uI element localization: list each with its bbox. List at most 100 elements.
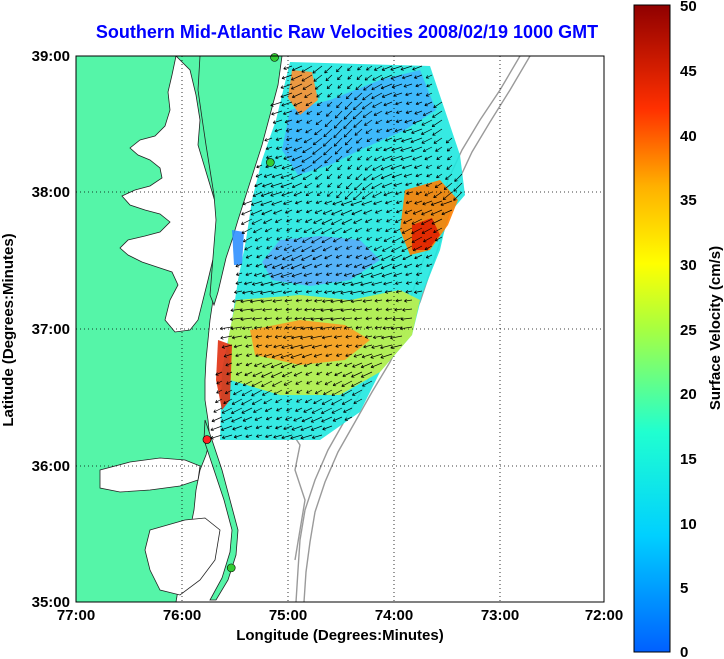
velocity-arrow [291,92,303,99]
velocity-arrow [293,281,303,286]
velocity-arrow [340,290,353,295]
velocity-arrow [234,380,243,386]
velocity-arrow [422,146,433,153]
velocity-arrow [327,101,333,107]
velocity-arrow [316,110,323,116]
velocity-arrow [275,316,283,321]
velocity-arrow [416,272,423,276]
velocity-arrow [225,362,233,367]
velocity-arrow [373,245,383,251]
velocity-arrow [364,119,373,126]
velocity-arrow [373,65,383,71]
velocity-arrow [290,173,303,180]
velocity-arrow [254,236,263,242]
velocity-arrow [303,227,313,233]
velocity-arrow [311,236,323,244]
velocity-arrow [295,407,303,412]
velocity-arrow [224,389,233,395]
velocity-arrow [305,101,313,106]
velocity-arrow [312,308,323,312]
velocity-arrow [325,371,333,376]
velocity-arrow [270,101,283,107]
velocity-arrow [300,326,313,331]
velocity-arrow [272,119,283,124]
velocity-arrow [402,128,413,133]
velocity-arrow [344,362,353,367]
velocity-arrow [305,298,313,303]
velocity-arrow [325,110,333,117]
velocity-arrow [340,209,353,216]
velocity-arrow [381,272,393,278]
velocity-arrow [280,173,293,179]
velocity-arrow [325,281,333,285]
velocity-arrow [231,398,243,405]
velocity-arrow [351,389,363,396]
velocity-arrow [343,110,353,120]
velocity-arrow [285,128,293,133]
velocity-arrow [220,335,233,340]
velocity-arrow [332,380,343,387]
velocity-arrow [251,218,263,225]
velocity-arrow [216,380,223,385]
velocity-arrow [436,164,443,169]
velocity-arrow [341,281,353,286]
velocity-arrow [312,254,323,261]
velocity-arrow [296,398,303,403]
velocity-arrow [383,146,393,152]
velocity-arrow [253,272,263,277]
velocity-arrow [327,182,333,188]
velocity-arrow [244,425,253,430]
velocity-arrow [352,362,363,368]
velocity-arrow [315,119,323,126]
colorbar-tick-label: 30 [680,257,697,274]
velocity-arrow [364,307,373,312]
velocity-arrow [342,371,353,378]
velocity-arrow [390,344,403,350]
velocity-arrow [316,191,323,197]
velocity-arrow [245,254,253,259]
velocity-arrow [371,92,383,100]
velocity-arrow [335,362,343,367]
velocity-arrow [372,101,383,108]
velocity-arrow [251,281,263,286]
velocity-arrow [366,65,373,71]
velocity-arrow [344,137,353,146]
velocity-arrow [447,155,453,161]
velocity-arrow [350,200,363,207]
x-tick-label: 72:00 [585,607,623,624]
velocity-arrow [361,200,373,206]
velocity-arrow [305,191,313,196]
velocity-arrow [362,92,373,101]
velocity-arrow [446,164,453,170]
velocity-arrow [421,119,433,126]
velocity-arrow [354,316,363,321]
velocity-arrow [425,182,433,187]
velocity-arrow [256,254,263,259]
velocity-arrow [210,434,223,440]
velocity-arrow [405,289,413,294]
velocity-arrow [373,200,383,206]
velocity-arrow [401,164,413,170]
velocity-arrow [265,344,273,348]
velocity-arrow [302,263,313,269]
velocity-arrow [315,200,323,205]
velocity-arrow [400,317,413,321]
velocity-arrow [215,371,223,376]
velocity-arrow [371,182,383,190]
velocity-arrow [291,182,303,189]
velocity-arrow [395,281,403,285]
velocity-arrow [355,325,363,330]
velocity-region-core [250,320,370,365]
velocity-arrow [326,173,333,179]
velocity-arrow [242,236,253,243]
velocity-arrow [331,290,343,295]
velocity-arrow [324,200,333,205]
velocity-arrow [341,380,353,387]
velocity-arrow [221,434,233,440]
velocity-arrow [351,380,363,388]
velocity-arrow [344,416,353,421]
velocity-arrow [345,182,353,190]
velocity-arrow [241,398,253,406]
velocity-arrow [405,272,413,277]
velocity-arrow [400,155,413,161]
